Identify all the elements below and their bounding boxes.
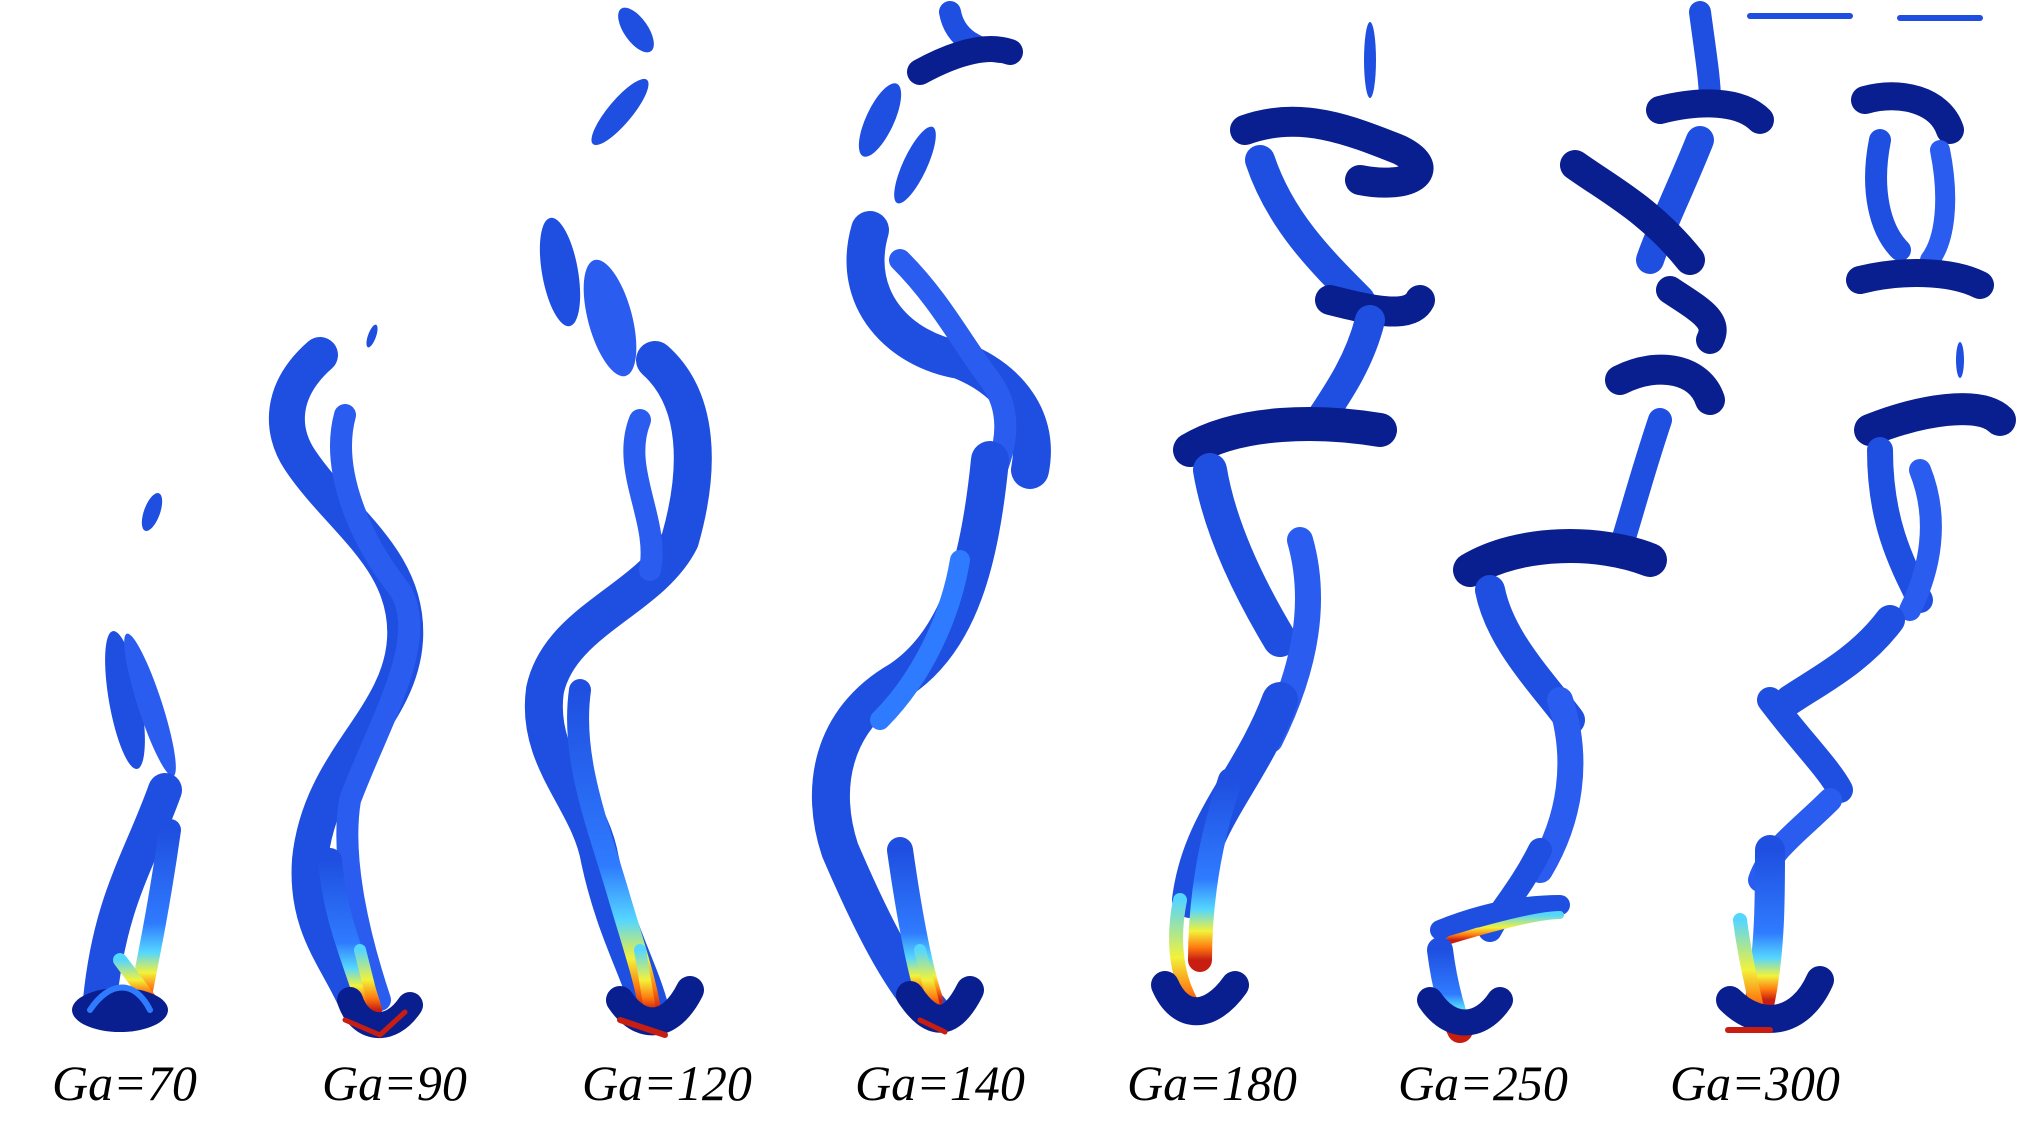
panel-label-ga-90: Ga=90 <box>322 1055 467 1111</box>
vortex-plume-ga120 <box>524 7 712 1038</box>
vortex-plume-ga300 <box>1716 13 2016 1033</box>
vortex-plume-ga180 <box>1151 22 1435 1026</box>
panel-label-ga-140: Ga=140 <box>855 1055 1025 1111</box>
vortex-plume-ga140 <box>811 1 1051 1035</box>
panel-label-ga-300: Ga=300 <box>1670 1055 1840 1111</box>
panel-label-ga-250: Ga=250 <box>1398 1055 1568 1111</box>
vortex-plume-ga70 <box>72 493 182 1032</box>
panel-label-ga-70: Ga=70 <box>52 1055 197 1111</box>
vortex-plume-ga250 <box>1417 1 1774 1043</box>
vortex-plume-ga90 <box>268 324 424 1038</box>
panel-label-ga-180: Ga=180 <box>1127 1055 1297 1111</box>
panel-label-ga-120: Ga=120 <box>582 1055 752 1111</box>
